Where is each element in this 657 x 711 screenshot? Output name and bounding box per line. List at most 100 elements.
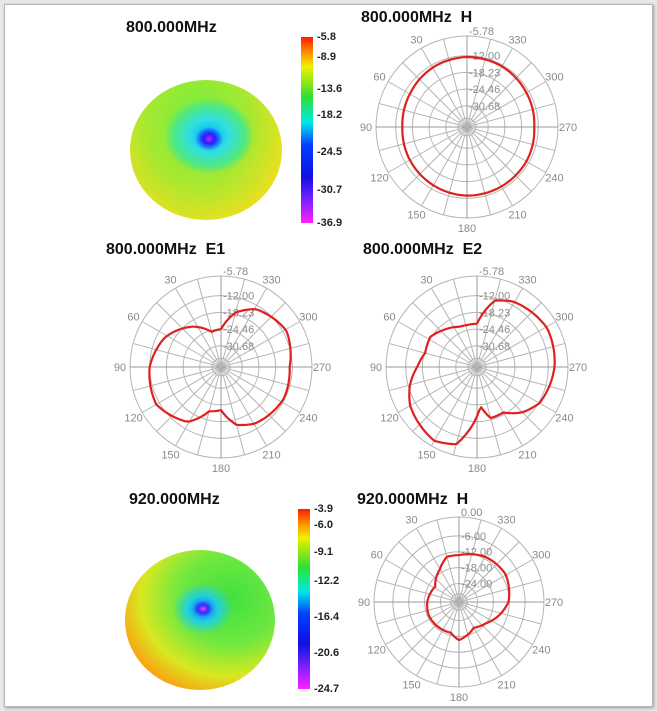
radial-tick-label: -24.46 (469, 84, 500, 96)
polar-chart-title: 800.000MHz E2 (363, 241, 483, 258)
angle-tick-label: 150 (161, 449, 179, 461)
grid-spoke (452, 278, 478, 368)
angle-tick-label: 30 (164, 275, 176, 287)
angle-tick-label: 330 (518, 275, 536, 287)
angle-tick-label: 180 (212, 463, 230, 475)
colorbar-label: -24.5 (317, 146, 343, 159)
grid-spoke (421, 47, 468, 128)
polar-chart: 306090120150180210240270300330-5.78-12.0… (360, 26, 577, 235)
radial-tick-label: -6.00 (461, 531, 486, 543)
radial-tick-label: -5.78 (479, 266, 504, 278)
grid-spoke (436, 519, 460, 603)
angle-tick-label: 120 (370, 173, 388, 185)
grid-spoke (141, 366, 222, 413)
grid-spoke (388, 366, 478, 392)
colorbar-label: -9.1 (314, 546, 333, 559)
polar-chart-title: 800.000MHz E1 (106, 241, 226, 258)
radial-tick-label: -18.23 (469, 67, 500, 79)
angle-tick-label: 90 (114, 362, 126, 374)
angle-tick-label: 300 (532, 550, 550, 562)
angle-tick-label: 90 (358, 597, 370, 609)
angle-tick-label: 180 (450, 692, 468, 704)
grid-spoke (132, 366, 222, 392)
grid-spoke (452, 366, 478, 456)
grid-spoke (476, 366, 502, 456)
grid-spoke (458, 559, 533, 603)
grid-spoke (220, 342, 310, 368)
grid-spoke (458, 601, 502, 676)
grid-spoke (378, 126, 468, 152)
radial-tick-label: -30.68 (469, 101, 500, 113)
grid-spoke (458, 528, 502, 603)
grid-spoke (466, 81, 547, 128)
colorbar-label: -20.6 (314, 647, 340, 659)
grid-spoke (458, 541, 520, 603)
grid-spoke (387, 81, 468, 128)
polar-chart: 306090120150180210240270300330-5.78-12.0… (114, 266, 331, 475)
grid-spoke (387, 126, 468, 173)
grid-spoke (442, 38, 468, 128)
polar-chart: 306090120150180210240270300330-5.78-12.0… (370, 266, 587, 475)
grid-spoke (132, 342, 222, 368)
grid-spoke (220, 366, 246, 456)
grid-spoke (376, 601, 460, 625)
angle-tick-label: 300 (555, 312, 573, 324)
grid-spoke (378, 102, 468, 128)
angle-tick-label: 210 (518, 449, 536, 461)
radial-tick-label: -12.00 (469, 51, 500, 63)
angle-tick-label: 60 (373, 72, 385, 84)
radial-tick-label: -5.78 (223, 266, 248, 278)
angle-tick-label: 240 (532, 645, 550, 657)
sphere-2-title: 920.000MHz (129, 491, 220, 508)
colorbar-label: -3.9 (314, 503, 333, 515)
angle-tick-label: 210 (262, 449, 280, 461)
3d-radiation-pattern-800mhz (130, 80, 282, 220)
grid-spoke (412, 366, 478, 432)
radial-tick-label: -18.23 (479, 307, 510, 319)
angle-tick-label: 240 (299, 413, 317, 425)
grid-spoke (220, 278, 246, 368)
angle-tick-label: 210 (508, 209, 526, 221)
grid-spoke (385, 601, 460, 645)
grid-spoke (220, 366, 286, 432)
angle-tick-label: 270 (569, 362, 587, 374)
grid-spoke (466, 62, 532, 128)
angle-tick-label: 120 (124, 413, 142, 425)
grid-spoke (156, 302, 222, 368)
angle-tick-label: 150 (417, 449, 435, 461)
angle-tick-label: 30 (420, 275, 432, 287)
radial-tick-label: -24.46 (479, 324, 510, 336)
angle-tick-label: 330 (497, 515, 515, 527)
grid-spoke (466, 126, 547, 173)
grid-spoke (141, 321, 222, 368)
radial-tick-label: -12.00 (223, 291, 254, 303)
grid-spoke (416, 528, 460, 603)
angle-tick-label: 90 (360, 122, 372, 134)
grid-spoke (397, 321, 478, 368)
angle-tick-label: 30 (410, 35, 422, 47)
colorbar-800mhz (301, 37, 313, 223)
radial-tick-label: -30.68 (479, 341, 510, 353)
grid-spoke (421, 126, 468, 207)
grid-spoke (476, 366, 557, 413)
colorbar-label: -6.0 (314, 519, 333, 532)
grid-spoke (458, 519, 482, 603)
angle-tick-label: 150 (407, 209, 425, 221)
angle-tick-label: 90 (370, 362, 382, 374)
colorbar-label: -18.2 (317, 109, 343, 122)
colorbar-label: -24.7 (314, 683, 340, 695)
grid-spoke (220, 287, 267, 368)
angle-tick-label: 270 (545, 597, 563, 609)
grid-spoke (458, 601, 533, 645)
colorbar-label: -12.2 (314, 575, 340, 587)
grid-spoke (476, 342, 566, 368)
angle-tick-label: 60 (127, 312, 139, 324)
grid-spoke (398, 541, 460, 603)
angle-tick-label: 210 (497, 679, 515, 691)
angle-tick-label: 270 (313, 362, 331, 374)
colorbar-label: -5.8 (317, 31, 336, 43)
grid-spoke (412, 302, 478, 368)
grid-spoke (398, 601, 460, 663)
radial-tick-label: -5.78 (469, 26, 494, 38)
angle-tick-label: 60 (383, 312, 395, 324)
